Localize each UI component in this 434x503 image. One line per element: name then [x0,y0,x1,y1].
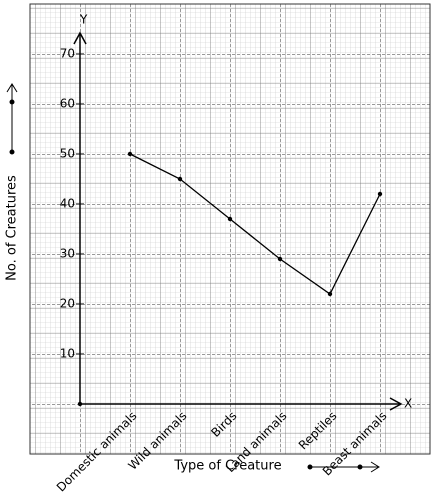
y-tick-label: 70 [60,47,75,61]
y-tick-label: 40 [60,197,75,211]
x-axis-name: X [404,397,412,411]
graph-paper [29,3,431,455]
y-tick-label: 10 [60,347,75,361]
y-axis-name: Y [79,13,88,27]
y-tick-label: 20 [60,297,75,311]
x-axis-label: Type of Creature [173,459,281,474]
y-axis-label: No. of Creatures [5,175,20,281]
origin [77,401,83,407]
decor-arrow [6,83,380,473]
line [129,153,381,295]
axes [73,31,403,411]
point [327,291,333,297]
y-tick-label: 50 [60,147,75,161]
point [277,256,283,262]
y-tick-label: 30 [60,247,75,261]
point [377,191,383,197]
point [177,176,183,182]
y-tick-label: 60 [60,97,75,111]
point [127,151,133,157]
point [227,216,233,222]
